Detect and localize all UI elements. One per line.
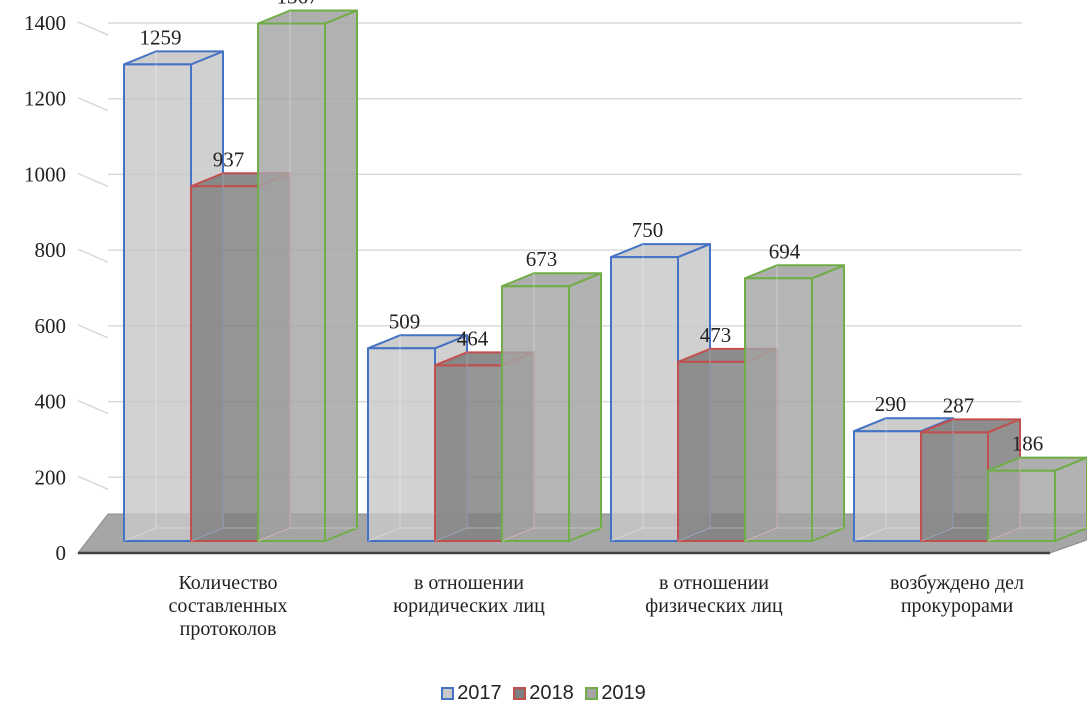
bar-2019-3-side	[811, 264, 845, 542]
bar-2019-3-edges	[744, 265, 844, 542]
legend: 2017 2018 2019	[0, 682, 1087, 705]
bar-2018-4-front	[920, 431, 989, 542]
bar-2017-4-front	[853, 430, 922, 542]
category-label-4: возбуждено дел прокурорами	[857, 572, 1057, 618]
legend-item-2019[interactable]: 2019	[585, 682, 646, 705]
category-label-1: Количество составленных протоколов	[128, 572, 328, 641]
data-label-2018-3: 473	[700, 323, 732, 347]
data-label-2017-1: 1259	[140, 25, 182, 49]
y-tick-label-200: 200	[35, 465, 67, 489]
data-label-2018-2: 464	[457, 326, 489, 350]
gridline-depth-600	[77, 324, 109, 339]
bar-2019-4-front	[987, 469, 1056, 542]
bar-2018-1-front	[190, 185, 259, 542]
bar-2019-4-edges	[987, 457, 1087, 542]
y-tick-label-0: 0	[56, 541, 67, 565]
category-label-3-line-2: физических лиц	[645, 595, 783, 617]
data-label-2017-4: 290	[875, 392, 907, 416]
category-label-4-line-1: возбуждено дел	[890, 572, 1024, 594]
data-label-2019-3: 694	[769, 239, 801, 263]
data-label-2019-1: 1367	[277, 0, 319, 8]
legend-swatch-2018	[513, 687, 527, 700]
gridline-depth-1200	[77, 97, 109, 112]
y-tick-label-1400: 1400	[24, 11, 66, 35]
bar-2019-1	[257, 9, 358, 542]
category-label-4-line-2: прокурорами	[900, 595, 1014, 617]
y-tick-label-1000: 1000	[24, 162, 66, 186]
bar-2017-2-front	[367, 347, 436, 542]
category-label-3-line-1: в отношении	[658, 572, 769, 594]
bar-2019-1-front	[257, 22, 326, 542]
legend-label-2019: 2019	[601, 682, 646, 704]
category-label-1-line-1: Количество	[178, 572, 278, 594]
category-label-1-line-3: протоколов	[179, 618, 277, 640]
data-label-2018-1: 937	[213, 147, 245, 171]
legend-swatch-2019	[585, 687, 599, 700]
legend-swatch-2017	[441, 687, 455, 700]
gridline-depth-200	[77, 475, 109, 490]
bar-2018-3-front	[677, 360, 746, 542]
bar-2018-2-front	[434, 364, 503, 542]
category-label-2: в отношении юридических лиц	[369, 572, 569, 618]
gridline-depth-800	[77, 248, 109, 263]
gridline-depth-400	[77, 399, 109, 415]
legend-item-2018[interactable]: 2018	[513, 682, 574, 705]
category-label-2-line-1: в отношении	[413, 572, 524, 594]
category-label-1-line-2: составленных	[168, 595, 288, 617]
data-label-2019-4: 186	[1012, 432, 1044, 456]
legend-label-2017: 2017	[457, 682, 502, 704]
legend-label-2018: 2018	[529, 682, 574, 704]
bar-2019-3	[744, 264, 845, 542]
bar-2019-1-edges	[257, 10, 357, 542]
bar-2019-2-front	[501, 285, 570, 542]
bar-2017-3-front	[610, 256, 679, 542]
data-label-2017-2: 509	[389, 309, 421, 333]
y-tick-label-1200: 1200	[24, 87, 66, 111]
category-label-2-line-2: юридических лиц	[393, 595, 545, 617]
y-tick-label-600: 600	[35, 314, 67, 338]
bar-2017-1-front	[123, 63, 192, 542]
category-label-3: в отношении физических лиц	[614, 572, 814, 618]
bar-2019-2-side	[568, 272, 602, 542]
y-tick-label-800: 800	[35, 238, 67, 262]
bar-2019-3-front	[744, 277, 813, 542]
legend-item-2017[interactable]: 2017	[441, 682, 502, 705]
bar-2019-4	[987, 456, 1087, 542]
gridline-depth-1000	[77, 172, 109, 188]
bar-2019-2-edges	[501, 273, 601, 542]
bar-2019-1-side	[324, 9, 358, 542]
data-label-2017-3: 750	[632, 218, 664, 242]
data-label-2019-2: 673	[526, 247, 558, 271]
gridline-depth-1400	[77, 21, 109, 36]
data-label-2018-4: 287	[943, 393, 975, 417]
y-tick-label-400: 400	[35, 390, 67, 414]
bar-2019-2	[501, 272, 602, 542]
